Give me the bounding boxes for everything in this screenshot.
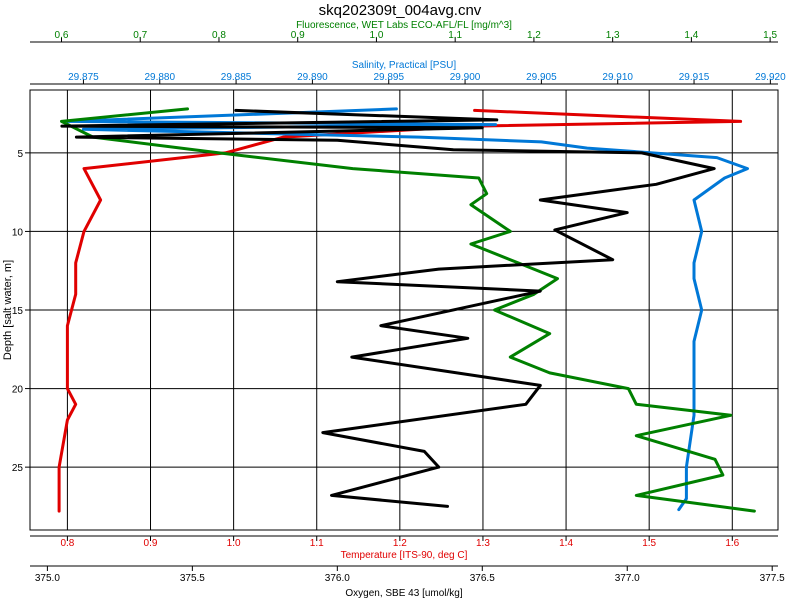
fluorescence-tick-label: 1.1 [448, 30, 462, 41]
salinity-profile-line [66, 107, 749, 512]
depth-tick-label: 20 [12, 385, 24, 396]
depth-tick-label: 10 [12, 227, 24, 238]
temperature-tick-label: 1.2 [393, 538, 407, 549]
temperature-profile-line [57, 108, 743, 513]
temperature-tick-label: 1.1 [310, 538, 324, 549]
salinity-axis-label: Salinity, Practical [PSU] [352, 60, 457, 71]
salinity-tick-label: 29.905 [526, 72, 557, 83]
temperature-tick-label: 1.0 [227, 538, 241, 549]
salinity-tick-label: 29.910 [602, 72, 633, 83]
oxygen-tick-label: 376.0 [325, 573, 350, 584]
fluorescence-tick-label: 1.2 [527, 30, 541, 41]
fluorescence-tick-label: 1.3 [606, 30, 620, 41]
fluorescence-tick-label: 0.6 [55, 30, 69, 41]
oxygen-axis-label: Oxygen, SBE 43 [umol/kg] [345, 588, 463, 599]
depth-axis-label: Depth [salt water, m] [2, 260, 14, 360]
salinity-tick-label: 29.885 [221, 72, 252, 83]
salinity-tick-label: 29.900 [450, 72, 481, 83]
oxygen-tick-label: 377.0 [615, 573, 640, 584]
fluorescence-tick-label: 0.7 [133, 30, 147, 41]
temperature-tick-label: 0.8 [60, 538, 74, 549]
temperature-tick-label: 1.6 [725, 538, 739, 549]
oxygen-tick-label: 375.0 [35, 573, 60, 584]
fluorescence-tick-label: 1.0 [369, 30, 383, 41]
fluorescence-tick-label: 0.8 [212, 30, 226, 41]
depth-tick-label: 15 [12, 306, 24, 317]
series-lines [57, 107, 756, 513]
fluorescence-tick-label: 0.9 [291, 30, 305, 41]
temperature-tick-label: 1.4 [559, 538, 573, 549]
temperature-tick-label: 0.9 [144, 538, 158, 549]
temperature-tick-label: 1.3 [476, 538, 490, 549]
oxygen-tick-label: 376.5 [470, 573, 495, 584]
temperature-axis-label: Temperature [ITS-90, deg C] [341, 550, 468, 561]
salinity-tick-label: 29.880 [144, 72, 175, 83]
oxygen-tick-label: 375.5 [180, 573, 205, 584]
axes: 5 10 15 20 25 Depth [salt water, m] 0.6 0.7 0.8 0… [2, 20, 786, 599]
fluorescence-profile-line [60, 107, 756, 513]
fluorescence-tick-label: 1.4 [684, 30, 698, 41]
salinity-tick-label: 29.920 [755, 72, 786, 83]
oxygen-profile-line [60, 108, 716, 508]
temperature-tick-label: 1.5 [642, 538, 656, 549]
salinity-tick-label: 29.915 [679, 72, 710, 83]
salinity-tick-label: 29.875 [68, 72, 99, 83]
chart-title: skq202309t_004avg.cnv [319, 2, 482, 19]
oxygen-tick-label: 377.5 [760, 573, 785, 584]
plot-frame [29, 89, 779, 531]
depth-tick-label: 25 [12, 463, 24, 474]
salinity-tick-label: 29.890 [297, 72, 328, 83]
fluorescence-tick-label: 1.5 [763, 30, 777, 41]
depth-tick-label: 5 [17, 149, 23, 160]
salinity-tick-label: 29.895 [373, 72, 404, 83]
fluorescence-axis-label: Fluorescence, WET Labs ECO-AFL/FL [mg/m^… [296, 20, 512, 31]
